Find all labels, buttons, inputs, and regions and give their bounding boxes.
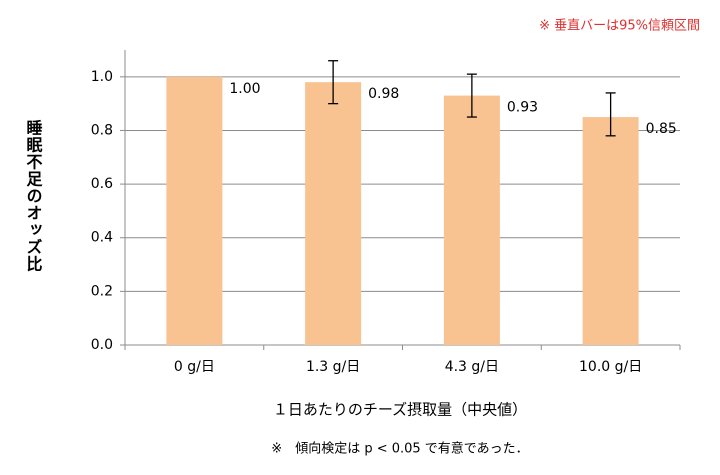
- ci-note: ※ 垂直バーは95%信頼区間: [539, 19, 700, 34]
- y-tick-label: 0.0: [91, 337, 113, 353]
- bar: [582, 117, 639, 345]
- y-tick-label: 0.6: [91, 176, 113, 192]
- x-tick-label: 10.0 g/日: [579, 359, 642, 375]
- bar: [305, 82, 362, 345]
- y-axis-label: 睡眠不足のオッズ比: [24, 119, 43, 273]
- x-axis-label: １日あたりのチーズ摂取量（中央値）: [273, 401, 527, 419]
- data-label: 1.00: [229, 81, 260, 97]
- data-label: 0.93: [507, 100, 538, 116]
- y-tick-label: 0.2: [91, 283, 113, 299]
- y-tick-label: 1.0: [91, 69, 113, 85]
- bar: [443, 95, 500, 345]
- data-label: 0.85: [646, 121, 677, 137]
- x-tick-label: 4.3 g/日: [445, 359, 499, 375]
- bar: [166, 76, 223, 346]
- y-tick-label: 0.8: [91, 122, 113, 138]
- y-tick-label: 0.4: [91, 230, 113, 246]
- footnote: ※ 傾向検定は p < 0.05 で有意であった．: [271, 441, 528, 457]
- x-tick-label: 1.3 g/日: [306, 359, 360, 375]
- data-label: 0.98: [368, 86, 399, 102]
- x-tick-label: 0 g/日: [174, 359, 215, 375]
